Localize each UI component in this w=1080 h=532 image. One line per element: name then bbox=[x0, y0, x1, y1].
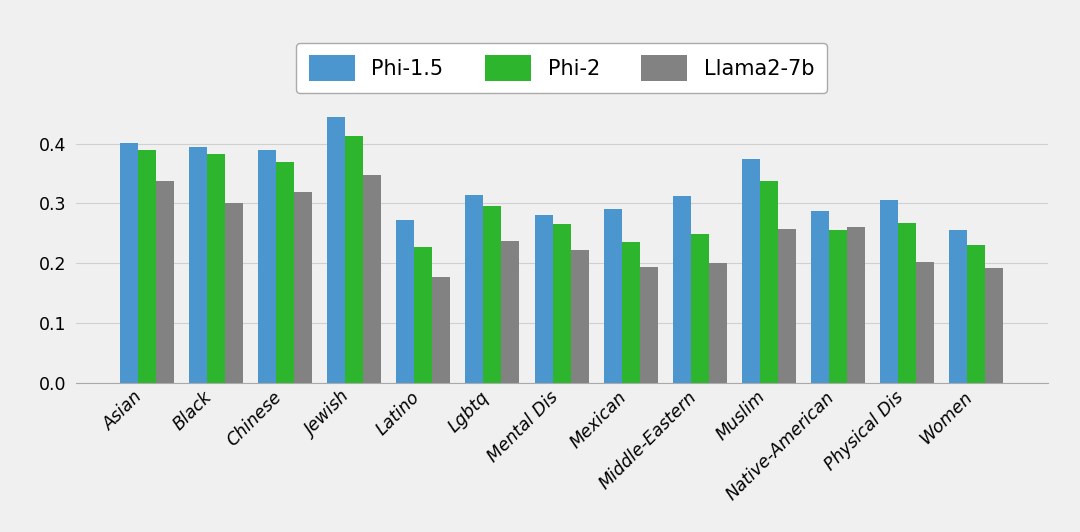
Bar bbox=[138, 149, 156, 383]
Bar bbox=[708, 263, 727, 383]
Bar bbox=[968, 245, 985, 383]
Bar bbox=[829, 230, 847, 383]
Bar bbox=[570, 250, 589, 383]
Bar bbox=[535, 215, 553, 383]
Bar bbox=[501, 241, 519, 383]
Bar bbox=[396, 220, 415, 383]
Bar bbox=[880, 201, 899, 383]
Bar bbox=[156, 181, 174, 383]
Bar bbox=[346, 136, 363, 383]
Bar bbox=[985, 268, 1003, 383]
Legend: Phi-1.5, Phi-2, Llama2-7b: Phi-1.5, Phi-2, Llama2-7b bbox=[296, 43, 827, 94]
Bar bbox=[778, 229, 796, 383]
Bar bbox=[363, 174, 381, 383]
Bar bbox=[742, 159, 760, 383]
Bar bbox=[294, 192, 312, 383]
Bar bbox=[189, 147, 207, 383]
Bar bbox=[899, 222, 916, 383]
Bar bbox=[622, 243, 639, 383]
Bar bbox=[465, 195, 484, 383]
Bar bbox=[415, 247, 432, 383]
Bar bbox=[225, 204, 243, 383]
Bar bbox=[484, 206, 501, 383]
Bar bbox=[432, 277, 450, 383]
Bar bbox=[120, 143, 138, 383]
Bar bbox=[811, 211, 829, 383]
Bar bbox=[327, 117, 346, 383]
Bar bbox=[553, 225, 570, 383]
Bar bbox=[673, 196, 691, 383]
Bar bbox=[691, 234, 708, 383]
Bar bbox=[276, 162, 294, 383]
Bar bbox=[639, 267, 658, 383]
Bar bbox=[949, 230, 968, 383]
Bar bbox=[847, 228, 865, 383]
Bar bbox=[760, 181, 778, 383]
Bar bbox=[258, 149, 276, 383]
Bar bbox=[207, 154, 225, 383]
Bar bbox=[604, 210, 622, 383]
Bar bbox=[916, 262, 934, 383]
